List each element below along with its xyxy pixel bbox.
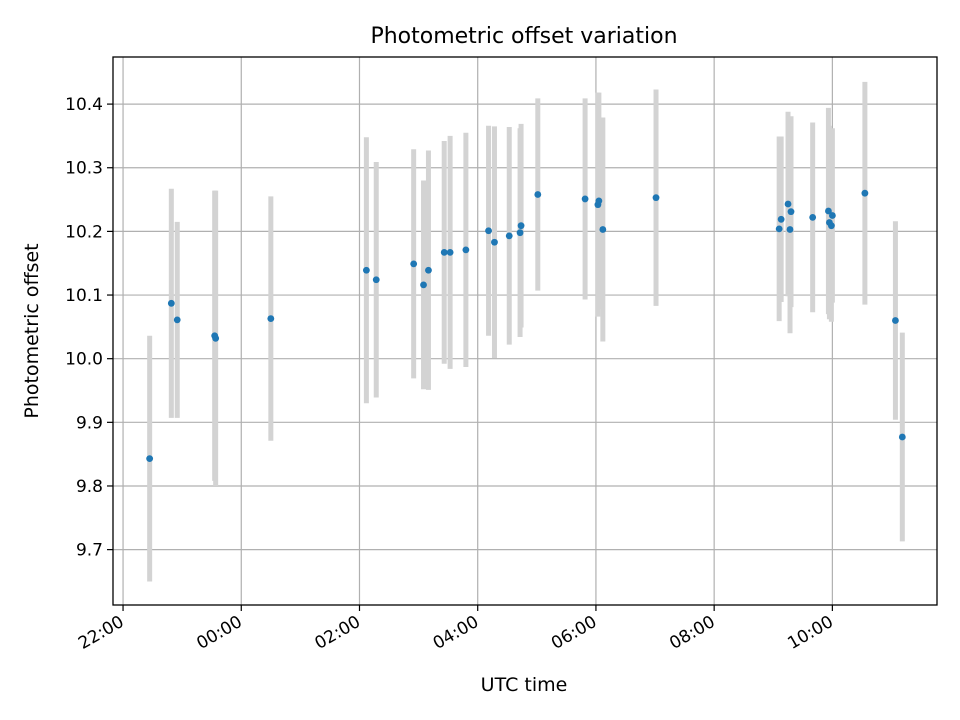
x-tick-label: 08:00 xyxy=(666,612,718,654)
data-point xyxy=(827,222,835,230)
data-points xyxy=(146,189,906,463)
data-point xyxy=(809,213,817,221)
data-point xyxy=(173,316,181,324)
data-point xyxy=(146,455,154,463)
x-tick-label: 04:00 xyxy=(430,612,482,654)
error-bars xyxy=(147,81,905,582)
data-point xyxy=(898,433,906,441)
data-point xyxy=(410,260,418,268)
data-point xyxy=(775,225,783,233)
x-tick-label: 22:00 xyxy=(75,612,127,654)
data-point xyxy=(462,246,470,254)
data-point xyxy=(425,266,432,274)
data-point xyxy=(420,281,427,289)
data-point xyxy=(362,266,370,274)
data-point xyxy=(581,195,589,203)
y-tick-label: 10.2 xyxy=(65,222,103,242)
data-point xyxy=(372,276,380,284)
data-point xyxy=(595,197,603,205)
data-point xyxy=(786,226,794,233)
data-point xyxy=(212,334,220,342)
data-point xyxy=(446,248,454,256)
data-point xyxy=(440,248,448,256)
y-axis-ticks: 9.7 9.8 9.9 10.0 10.1 10.2 10.3 10.4 xyxy=(65,95,113,561)
data-point xyxy=(861,189,869,197)
data-point xyxy=(491,238,498,246)
y-tick-label: 9.9 xyxy=(76,413,103,433)
x-tick-label: 10:00 xyxy=(784,612,836,654)
plot-frame xyxy=(112,56,938,606)
x-axis-ticks: 22:00 00:00 02:00 04:00 06:00 08:00 10:00 xyxy=(75,605,837,654)
y-axis-label: Photometric offset xyxy=(21,243,43,418)
x-axis-label: UTC time xyxy=(481,674,568,696)
data-point xyxy=(516,229,524,237)
x-tick-label: 06:00 xyxy=(548,612,600,654)
data-point xyxy=(892,317,899,324)
chart-title: Photometric offset variation xyxy=(370,24,677,49)
data-point xyxy=(599,226,607,233)
data-point xyxy=(784,200,792,208)
y-tick-label: 9.7 xyxy=(76,541,103,561)
data-point xyxy=(485,227,492,235)
data-point xyxy=(505,232,513,240)
x-tick-label: 02:00 xyxy=(312,612,364,654)
data-point xyxy=(787,208,795,216)
x-tick-label: 00:00 xyxy=(193,612,245,654)
data-point xyxy=(652,194,660,202)
data-point xyxy=(825,207,832,215)
data-point xyxy=(517,222,525,230)
y-tick-label: 10.0 xyxy=(65,350,103,370)
data-point xyxy=(267,315,275,322)
data-point xyxy=(777,215,785,223)
data-point xyxy=(167,299,175,307)
y-tick-label: 10.3 xyxy=(65,159,103,179)
y-tick-label: 10.4 xyxy=(65,95,103,115)
data-point xyxy=(828,212,836,219)
y-tick-label: 10.1 xyxy=(65,286,103,306)
y-tick-label: 9.8 xyxy=(76,477,103,497)
data-point xyxy=(534,191,542,198)
grid-lines xyxy=(113,57,937,605)
